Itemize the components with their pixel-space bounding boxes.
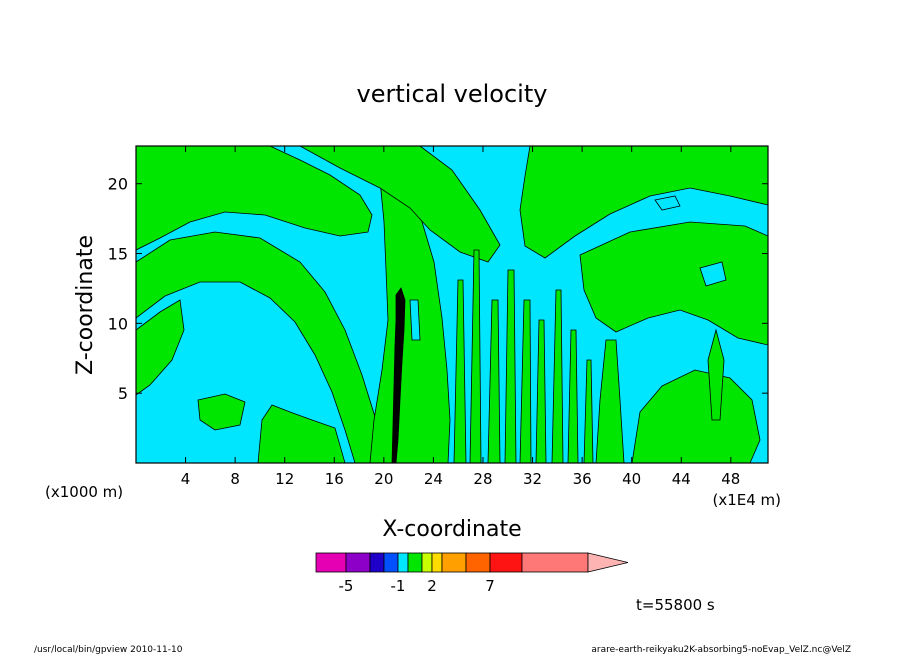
x-tick-label: 24 [424,470,443,488]
colorbar-segment [489,552,523,573]
contour-core-updraft [391,287,406,463]
x-tick-label: 16 [325,470,344,488]
contour-filament-9 [469,249,482,463]
x-tick-label: 4 [181,470,191,488]
x-unit-left: (x1000 m) [45,483,123,501]
contour-region-right-lower [631,369,761,463]
colorbar-segment [369,552,385,573]
colorbar-segment [383,552,399,573]
colorbar-segment [421,552,433,573]
contour-region-upper-left [136,146,373,251]
colorbar-label: 2 [427,577,437,595]
colorbar-labels: -5 -1 2 7 [339,577,495,595]
contour-filament-4 [535,319,547,463]
colorbar-segment [345,552,371,573]
y-tick-label: 15 [108,245,128,264]
colorbar-label: -5 [339,577,354,595]
chart-title: vertical velocity [357,80,548,108]
contour-filament-7 [583,359,594,463]
colorbar-segment [521,552,589,573]
x-tick-label: 48 [721,470,740,488]
contour-filament-5 [551,289,564,463]
colorbar-extension [587,552,629,573]
contour-region-right-upper [519,146,768,259]
colorbar-segment [315,552,347,573]
time-annotation: t=55800 s [636,596,715,614]
contour-region-right-lower-strip [595,339,625,463]
contour-region-left-band [136,231,381,463]
contour-pocket-3 [409,299,421,341]
y-tick-label: 10 [108,314,128,333]
contour-region-right-mid [579,221,768,346]
x-tick-label: 44 [672,470,691,488]
x-axis-label: X-coordinate [382,517,521,542]
y-tick-label: 5 [118,384,128,403]
y-axis-label: Z-coordinate [73,235,98,375]
y-tick-label: 20 [108,175,128,194]
contour-filament-1 [487,299,501,463]
x-tick-label: 36 [573,470,592,488]
contour-pocket-2 [699,261,727,287]
x-unit-right: (x1E4 m) [712,491,781,509]
colorbar-segment [441,552,467,573]
contour-region-far-right-strip [707,328,725,421]
colorbar-label: -1 [391,577,406,595]
colorbar-label: 7 [485,577,495,595]
x-tick-label: 28 [473,470,492,488]
contour-region-lower-mid [257,404,346,463]
colorbar-segment [465,552,491,573]
colorbar-segment [431,552,443,573]
contour-filament-3 [519,299,532,463]
footer-right: arare-earth-reikyaku2K-absorbing5-noEvap… [591,645,851,654]
contour-region-lower-left-blob [197,393,246,431]
colorbar-segment [397,552,409,573]
x-tick-label: 20 [374,470,393,488]
contour-pocket-1 [654,195,681,211]
y-axis-ticks: 5 10 15 20 [108,175,768,403]
x-tick-label: 32 [523,470,542,488]
x-tick-label: 40 [622,470,641,488]
colorbar-segment [407,552,423,573]
footer-left: /usr/local/bin/gpview 2010-11-10 [34,645,183,654]
colorbar [315,552,629,573]
x-axis-ticks: 4 8 12 16 20 24 28 32 36 40 44 48 [181,146,740,488]
contour-filament-6 [567,329,579,463]
contour-region-central-column [369,179,451,463]
x-tick-label: 12 [275,470,294,488]
contour-filament-2 [504,269,517,463]
contour-fields [136,146,768,463]
x-tick-label: 8 [230,470,240,488]
plot-frame [135,145,769,464]
contour-filament-8 [453,279,467,463]
